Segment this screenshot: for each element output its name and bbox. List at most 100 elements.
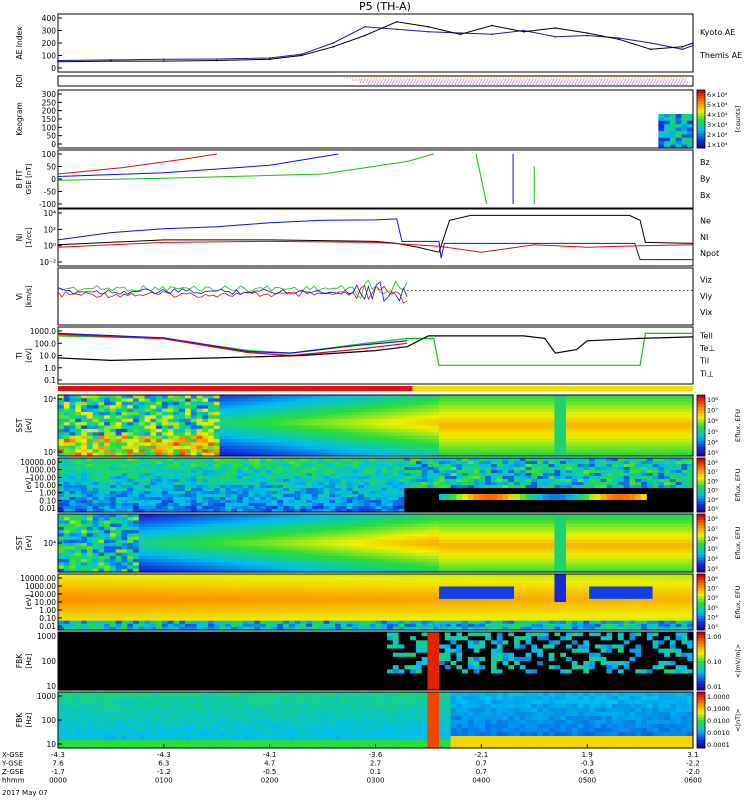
spectrogram-cell bbox=[219, 555, 227, 560]
spectrogram-cell bbox=[288, 568, 296, 573]
spectrogram-cell bbox=[81, 552, 88, 557]
spectrogram-cell bbox=[583, 401, 590, 406]
spectrogram-cell bbox=[288, 500, 296, 504]
spectrogram-cell bbox=[196, 458, 203, 462]
spectrogram-cell bbox=[404, 395, 411, 399]
spectrogram-cell bbox=[288, 452, 296, 457]
spectrogram-cell bbox=[260, 565, 267, 570]
spectrogram-cell bbox=[548, 435, 556, 440]
spectrogram-cell bbox=[294, 514, 302, 518]
spectrogram-cell bbox=[179, 415, 186, 420]
spectrogram-cell bbox=[306, 491, 313, 495]
spectrogram-cell bbox=[675, 425, 683, 430]
spectrogram-cell bbox=[115, 408, 123, 413]
spectrogram-cell bbox=[254, 435, 261, 440]
spectrogram-cell bbox=[225, 549, 232, 554]
spectrogram-cell bbox=[121, 415, 128, 420]
spectrogram-cell bbox=[185, 415, 192, 420]
spectrogram-cell bbox=[294, 452, 302, 457]
spectrogram-cell bbox=[144, 482, 151, 486]
spectrogram-cell bbox=[150, 461, 157, 465]
spectrogram-cell bbox=[138, 555, 146, 560]
spectrogram-cell bbox=[150, 509, 157, 513]
spectrogram-cell bbox=[150, 555, 157, 560]
spectrogram-cell bbox=[652, 395, 659, 399]
spectrogram-cell bbox=[450, 467, 457, 471]
spectrogram-cell bbox=[450, 476, 457, 480]
spectrogram-cell bbox=[185, 539, 192, 544]
spectrogram-cell bbox=[375, 488, 382, 492]
spectrogram-cell bbox=[502, 503, 509, 507]
spectrogram-cell bbox=[363, 476, 371, 480]
spectrogram-cell bbox=[248, 445, 255, 450]
spectrogram-cell bbox=[138, 559, 146, 563]
spectrogram-cell bbox=[219, 405, 227, 410]
spectrogram-cell bbox=[323, 461, 330, 465]
spectrogram-cell bbox=[127, 449, 134, 454]
spectrogram-cell bbox=[312, 526, 319, 531]
spectrogram-cell bbox=[92, 432, 100, 437]
spectrogram-cell bbox=[681, 485, 688, 489]
spectrogram-cell bbox=[185, 435, 192, 440]
spectrogram-cell bbox=[433, 473, 440, 477]
spectrogram-cell bbox=[404, 485, 411, 489]
spectrogram-cell bbox=[681, 470, 688, 474]
spectrogram-cell bbox=[369, 408, 377, 413]
spectrogram-cell bbox=[658, 506, 665, 510]
spectrogram-cell bbox=[548, 467, 556, 471]
spectrogram-cell bbox=[589, 408, 596, 413]
spectrogram-cell bbox=[502, 411, 509, 416]
spectrogram-cell bbox=[340, 497, 348, 501]
spectrogram-cell bbox=[687, 509, 694, 513]
spectrogram-cell bbox=[294, 520, 302, 525]
spectrogram-cell bbox=[277, 485, 284, 489]
spectrogram-cell bbox=[589, 494, 596, 498]
spectrogram-cell bbox=[658, 479, 665, 483]
spectrogram-cell bbox=[208, 411, 215, 416]
spectrogram-cell bbox=[502, 458, 509, 462]
spectrogram-cell bbox=[161, 568, 169, 573]
spectrogram-cell bbox=[531, 482, 538, 486]
spectrogram-cell bbox=[335, 445, 342, 450]
spectrogram-cell bbox=[571, 485, 579, 489]
spectrogram-cell bbox=[612, 500, 619, 504]
spectrogram-cell bbox=[606, 445, 613, 450]
spectrogram-cell bbox=[658, 405, 665, 410]
spectrogram-cell bbox=[242, 549, 250, 554]
spectrogram-cell bbox=[288, 539, 296, 544]
spectrogram-cell bbox=[317, 520, 325, 525]
spectrogram-cell bbox=[589, 479, 596, 483]
spectrogram-cell bbox=[231, 458, 238, 462]
spectrogram-cell bbox=[456, 464, 463, 468]
spectrogram-cell bbox=[352, 509, 359, 513]
spectrogram-cell bbox=[156, 401, 163, 406]
spectrogram-cell bbox=[236, 415, 244, 420]
spectrogram-cell bbox=[566, 422, 573, 427]
spectrogram-cell bbox=[242, 562, 250, 567]
spectrogram-cell bbox=[202, 546, 209, 551]
spectrogram-cell bbox=[283, 408, 290, 413]
spectrogram-cell bbox=[254, 497, 261, 501]
spectrogram-cell bbox=[623, 473, 631, 477]
spectrogram-cell bbox=[485, 467, 492, 471]
spectrogram-cell bbox=[202, 494, 209, 498]
spectrogram-cell bbox=[548, 491, 556, 495]
spectrogram-cell bbox=[381, 473, 388, 477]
spectrogram-cell bbox=[381, 497, 388, 501]
spectrogram-cell bbox=[98, 442, 105, 447]
spectrogram-cell bbox=[606, 488, 613, 492]
spectrogram-cell bbox=[421, 422, 429, 427]
spectrogram-cell bbox=[138, 517, 146, 522]
spectrogram-cell bbox=[260, 500, 267, 504]
spectrogram-cell bbox=[369, 485, 377, 489]
spectrogram-cell bbox=[265, 461, 273, 465]
spectrogram-cell bbox=[294, 395, 302, 399]
spectrogram-cell bbox=[179, 539, 186, 544]
spectrogram-cell bbox=[537, 401, 544, 406]
spectrogram-cell bbox=[185, 461, 192, 465]
spectrogram-cell bbox=[542, 509, 550, 513]
spectrogram-cell bbox=[138, 549, 146, 554]
spectrogram-cell bbox=[496, 491, 504, 495]
spectrogram-cell bbox=[456, 401, 463, 406]
spectrogram-cell bbox=[323, 568, 330, 573]
